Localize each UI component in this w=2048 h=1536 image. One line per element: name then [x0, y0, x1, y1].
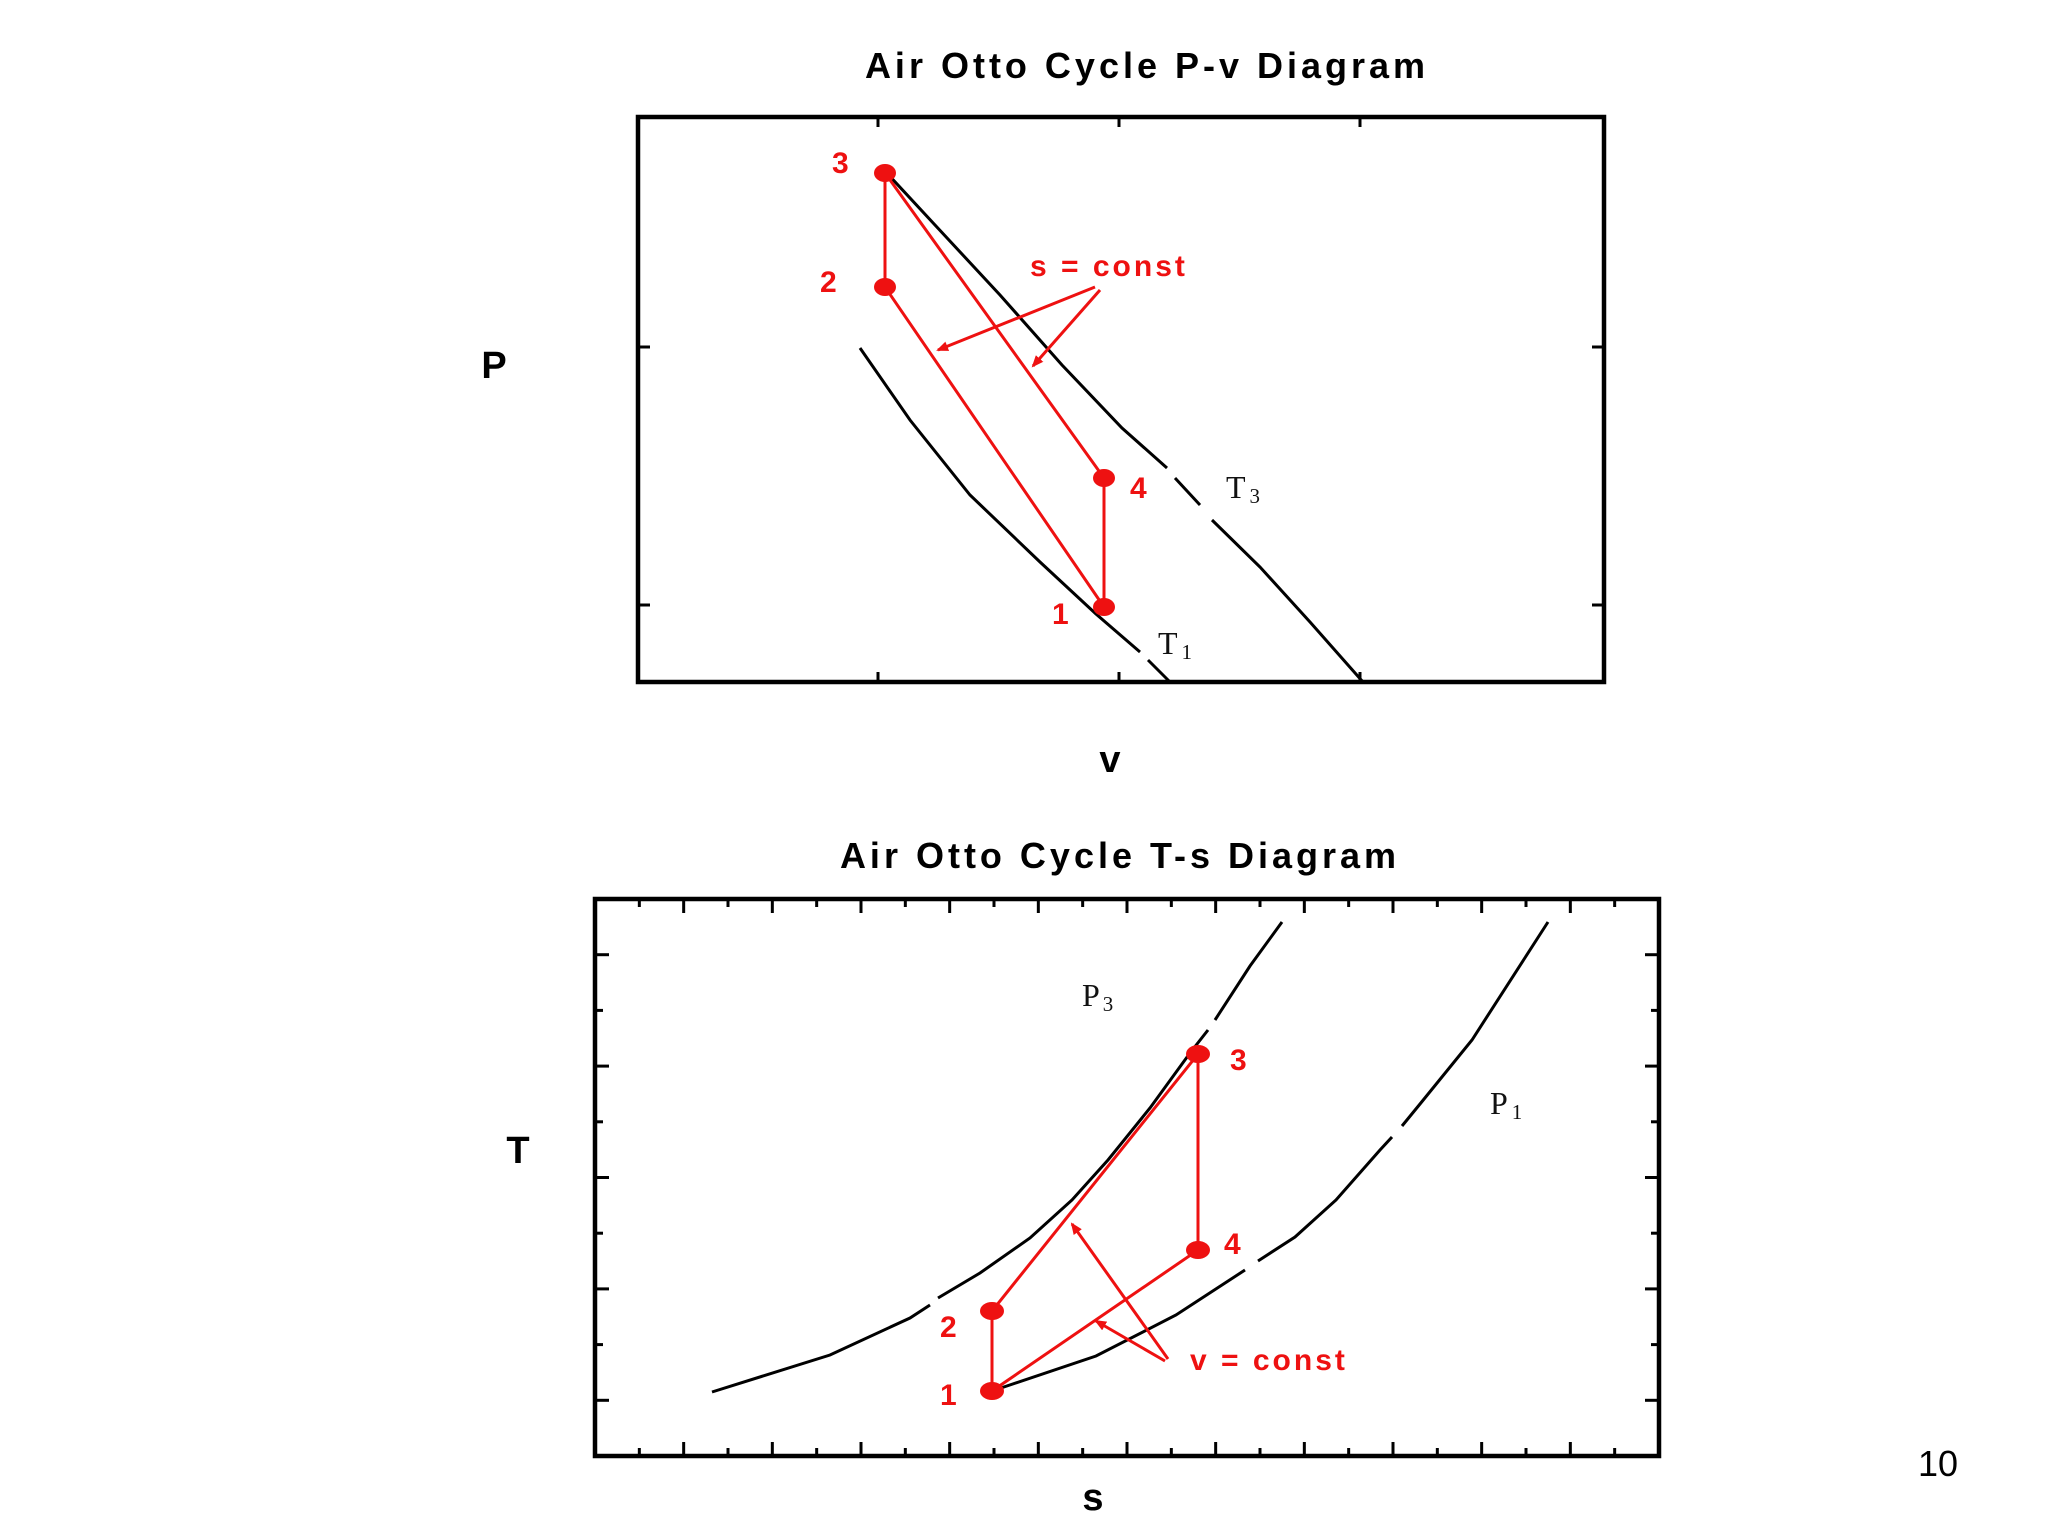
- ts-cycle: [990, 1049, 1200, 1394]
- isotherm-t3-curve-lower: [1173, 476, 1202, 507]
- pv-point-4: [1093, 469, 1115, 487]
- ts-point-label-3: 3: [1230, 1044, 1247, 1077]
- ts-point-3: [1186, 1045, 1210, 1063]
- pv-point-label-4: 4: [1130, 472, 1147, 505]
- isobar-p1-curve: [991, 1268, 1246, 1393]
- isotherm-t3-curve-tail: [1210, 518, 1365, 683]
- isobar-p3-curve-mid: [937, 1029, 1210, 1300]
- ts-frame: [592, 896, 1662, 1459]
- ts-point-4: [1186, 1241, 1210, 1259]
- pv-point-1: [1093, 598, 1115, 616]
- ts-annotation-arrow-2: [1094, 1319, 1166, 1363]
- pv-point-label-1: 1: [1052, 598, 1069, 631]
- ts-ticks: [595, 899, 1659, 1456]
- pv-ylabel: P: [481, 345, 506, 387]
- ts-ylabel: T: [506, 1130, 529, 1172]
- pv-cycle: [883, 168, 1106, 612]
- ts-point-label-4: 4: [1224, 1228, 1241, 1261]
- pv-point-label-2: 2: [820, 266, 837, 299]
- pv-annotation-arrow-1: [936, 285, 1096, 352]
- pv-title: Air Otto Cycle P-v Diagram: [865, 45, 1429, 86]
- isobar-p1-curve-top: [1400, 921, 1550, 1127]
- pv-point-label-3: 3: [832, 147, 849, 180]
- ts-point-2: [980, 1302, 1004, 1320]
- isobar-p3-curve-top: [1213, 921, 1284, 1021]
- pv-point-3: [874, 164, 896, 182]
- page-number: 10: [1918, 1443, 1958, 1484]
- pv-xlabel: v: [1099, 739, 1120, 781]
- ts-title: Air Otto Cycle T-s Diagram: [840, 835, 1400, 876]
- ts-annotation: v = const: [1190, 1344, 1348, 1377]
- isotherm-t1-curve: [858, 347, 1141, 654]
- pv-annotation: s = const: [1030, 250, 1188, 283]
- ts-point-1: [980, 1382, 1004, 1400]
- isobar-p1-curve-mid: [1257, 1135, 1394, 1263]
- pv-frame: [635, 114, 1607, 685]
- pv-point-2: [874, 278, 896, 296]
- pv-annotation-arrow-2: [1031, 289, 1102, 368]
- ts-xlabel: s: [1082, 1477, 1103, 1519]
- ts-point-label-2: 2: [940, 1311, 957, 1344]
- isotherm-t3-curve: [882, 168, 1168, 470]
- ts-annotation-arrow-1: [1070, 1222, 1170, 1360]
- isobar-p3-curve: [711, 1303, 931, 1394]
- pv-ticks: [638, 117, 1604, 682]
- ts-diagram: Air Otto Cycle T-s Diagram T s v = const…: [506, 835, 1662, 1519]
- ts-point-label-1: 1: [940, 1379, 957, 1412]
- isotherm-t1-curve-tail: [1146, 658, 1172, 684]
- pv-diagram: Air Otto Cycle P-v Diagram P v s = const: [481, 45, 1607, 781]
